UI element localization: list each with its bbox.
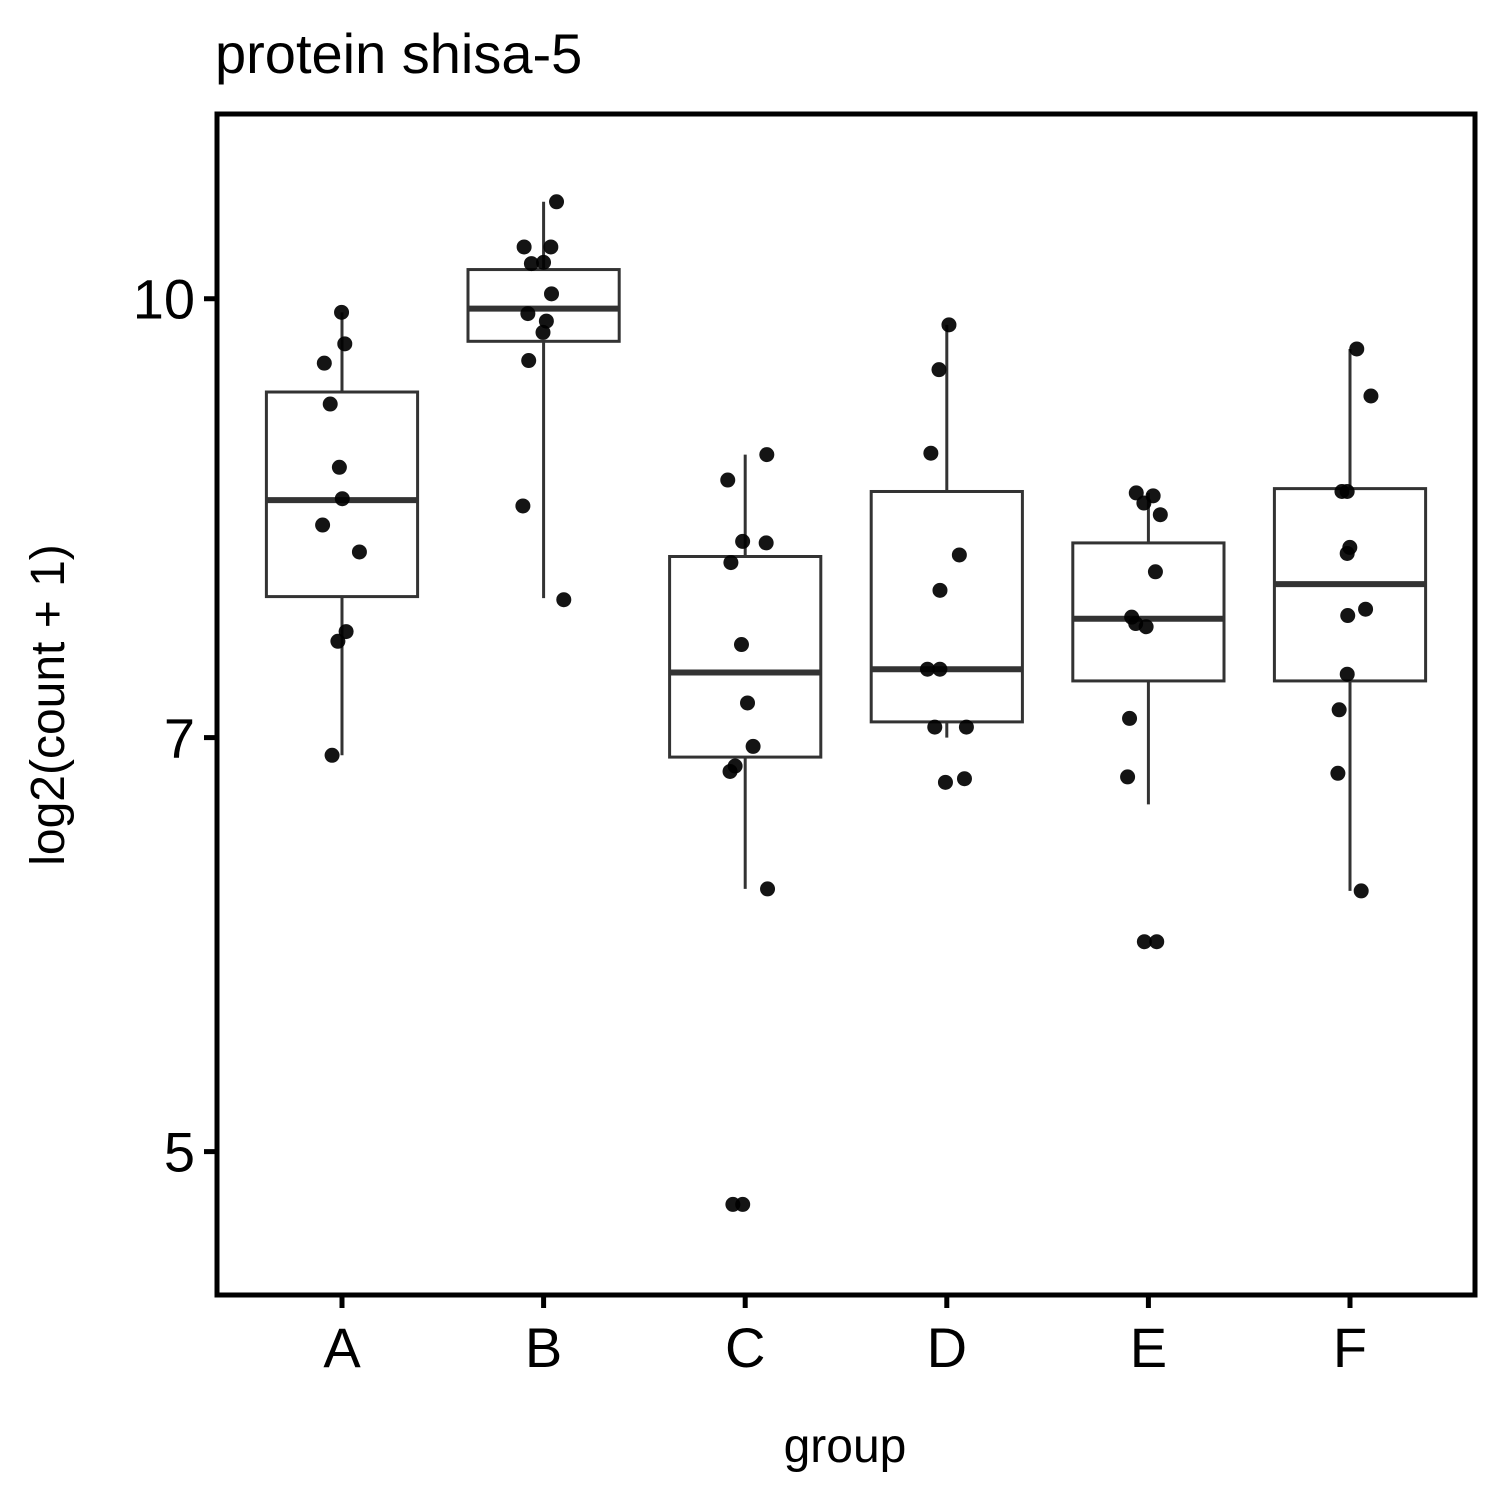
box-group-e [1071, 492, 1226, 805]
data-point-a-8 [351, 544, 367, 560]
data-point-c-7 [740, 695, 756, 711]
data-point-f-7 [1358, 601, 1374, 617]
data-point-d-4 [951, 547, 967, 563]
data-point-f-12 [1353, 883, 1369, 899]
x-tick-label-e: E [1130, 1316, 1167, 1379]
y-tick-label-10: 10 [133, 268, 195, 331]
data-point-d-10 [956, 771, 972, 787]
box-group-d [869, 324, 1024, 738]
y-tick-label-5: 5 [164, 1121, 195, 1184]
x-tick-label-c: C [725, 1316, 765, 1379]
y-axis: 5 7 10 [133, 268, 217, 1184]
data-point-b-12 [556, 592, 572, 608]
data-point-a-4 [322, 396, 338, 412]
data-point-c-10 [722, 763, 738, 779]
x-tick-label-a: A [323, 1316, 361, 1379]
data-point-c-5 [723, 555, 739, 571]
data-point-b-10 [521, 353, 537, 369]
data-point-a-1 [334, 304, 350, 320]
data-point-c-6 [733, 637, 749, 653]
data-point-d-7 [919, 661, 935, 677]
plot-area [264, 194, 1428, 1212]
data-point-c-1 [759, 447, 775, 463]
data-point-c-8 [745, 738, 761, 754]
data-point-b-9 [535, 324, 551, 340]
data-point-b-1 [549, 194, 565, 210]
panel-border [214, 111, 1478, 1298]
data-point-e-5 [1147, 564, 1163, 580]
data-point-c-13 [725, 1196, 741, 1212]
data-point-e-10 [1120, 769, 1136, 785]
data-point-c-4 [758, 535, 774, 551]
data-point-f-2 [1363, 388, 1379, 404]
data-point-d-5 [932, 582, 948, 598]
data-point-e-11 [1136, 934, 1152, 950]
data-point-c-3 [735, 533, 751, 549]
data-point-d-6 [932, 661, 948, 677]
data-point-f-9 [1339, 666, 1355, 682]
data-point-e-12 [1149, 934, 1165, 950]
data-point-a-6 [334, 491, 350, 507]
box-c [668, 555, 823, 759]
data-point-f-6 [1339, 545, 1355, 561]
data-point-e-3 [1136, 495, 1152, 511]
data-point-f-10 [1331, 702, 1347, 718]
data-point-a-3 [316, 355, 332, 371]
data-point-b-3 [516, 239, 532, 255]
data-point-a-5 [331, 459, 347, 475]
data-point-d-2 [931, 362, 947, 378]
data-point-c-2 [720, 472, 736, 488]
data-point-b-2 [543, 239, 559, 255]
data-point-b-11 [515, 498, 531, 514]
data-point-e-4 [1152, 507, 1168, 523]
box-e [1071, 541, 1226, 683]
data-point-d-3 [923, 445, 939, 461]
x-tick-label-f: F [1333, 1316, 1367, 1379]
data-point-b-8 [538, 313, 554, 329]
box-group-a [264, 312, 420, 756]
data-point-f-4 [1339, 483, 1355, 499]
data-point-d-1 [941, 317, 957, 333]
box-d [869, 489, 1024, 724]
x-axis: A B C D E F [323, 1295, 1367, 1379]
data-point-b-6 [544, 286, 560, 302]
data-point-d-9 [927, 719, 943, 735]
x-tick-label-d: D [927, 1316, 967, 1379]
data-point-b-5 [523, 256, 539, 272]
chart-title: protein shisa-5 [215, 22, 582, 85]
x-tick-label-b: B [525, 1316, 562, 1379]
y-tick-label-7: 7 [164, 707, 195, 770]
data-point-a-7 [315, 517, 331, 533]
data-point-b-7 [520, 306, 536, 322]
data-point-e-9 [1122, 710, 1138, 726]
data-point-f-1 [1349, 341, 1365, 357]
data-point-b-4 [536, 254, 552, 270]
data-point-f-11 [1330, 765, 1346, 781]
data-point-a-2 [337, 336, 353, 352]
box-group-f [1272, 348, 1428, 891]
y-axis-title: log2(count + 1) [22, 544, 75, 866]
data-point-c-11 [760, 881, 776, 897]
data-point-d-8 [958, 719, 974, 735]
data-point-d-11 [937, 774, 953, 790]
data-point-a-11 [324, 747, 340, 763]
data-point-e-8 [1138, 619, 1154, 635]
box-group-c [668, 454, 823, 889]
x-axis-title: group [784, 1420, 907, 1473]
data-point-f-8 [1340, 608, 1356, 624]
data-point-a-10 [330, 633, 346, 649]
